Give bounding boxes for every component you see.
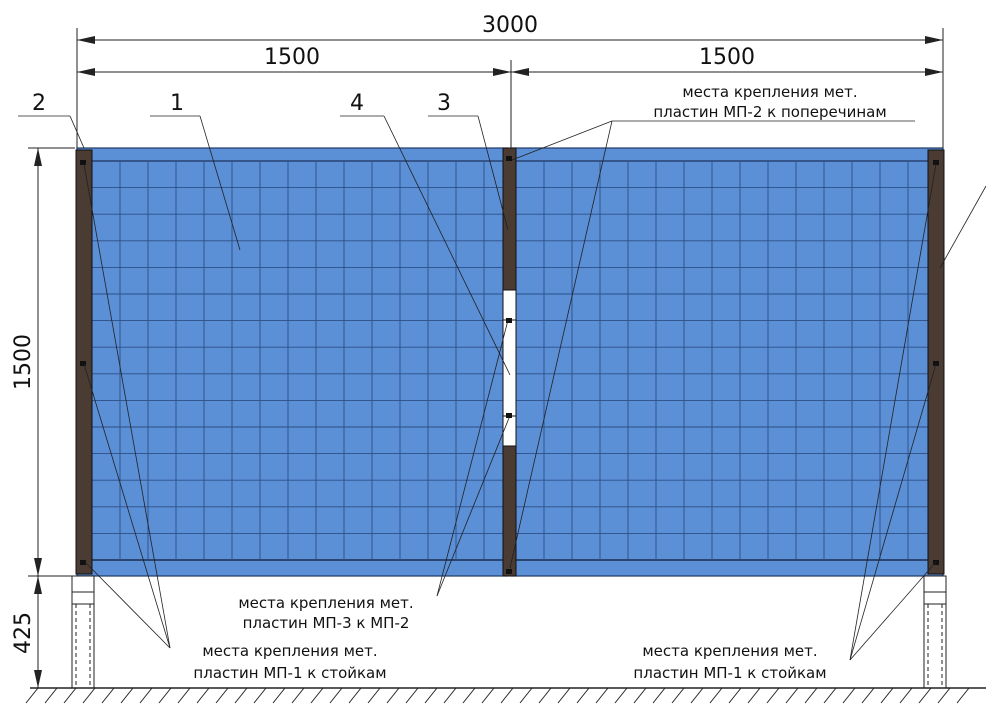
hatch-line	[158, 687, 172, 704]
hatch-line	[120, 687, 134, 704]
hatch-line	[880, 687, 894, 704]
dim-total-width: 3000	[482, 13, 538, 38]
dim-left-half: 1500	[264, 45, 320, 70]
dimension-lines	[28, 28, 944, 688]
hatch-line	[481, 687, 495, 704]
fence-panels	[76, 147, 944, 577]
hatch-line	[329, 687, 343, 704]
hatch-line	[424, 687, 438, 704]
hatch-line	[25, 687, 39, 704]
note-bottom-left-2: пластин МП-1 к стойкам	[193, 664, 386, 682]
hatch-line	[652, 687, 666, 704]
hatch-line	[177, 687, 191, 704]
hatch-line	[823, 687, 837, 704]
note-center-2: пластин МП-3 к МП-2	[243, 614, 410, 632]
center-joint-lower	[502, 445, 517, 577]
hatch-line	[671, 687, 685, 704]
hatch-line	[82, 687, 96, 704]
hatch-line	[196, 687, 210, 704]
callout-4: 4	[350, 91, 364, 116]
hatch-line	[462, 687, 476, 704]
hatch-line	[595, 687, 609, 704]
note-bottom-right-1: места крепления мет.	[642, 642, 817, 660]
ground-line	[25, 687, 986, 704]
hatch-line	[291, 687, 305, 704]
note-top-right-1: места крепления мет.	[682, 83, 857, 101]
center-joint-mid	[502, 319, 517, 417]
hatch-line	[766, 687, 780, 704]
right-mesh-panel	[510, 147, 944, 577]
dim-post-height: 425	[11, 612, 36, 654]
hatch-line	[443, 687, 457, 704]
fence-posts	[75, 147, 945, 577]
hatch-line	[234, 687, 248, 704]
hatch-line	[557, 687, 571, 704]
center-joint-gap-2	[502, 415, 517, 447]
hatch-line	[386, 687, 400, 704]
callout-2: 2	[32, 91, 46, 116]
hatch-line	[956, 687, 970, 704]
note-bottom-left-1: места крепления мет.	[202, 642, 377, 660]
hatch-line	[861, 687, 875, 704]
leader-lines	[69, 115, 986, 661]
hatch-line	[538, 687, 552, 704]
hatch-line	[139, 687, 153, 704]
hatch-line	[937, 687, 951, 704]
hatch-line	[614, 687, 628, 704]
hatch-line	[367, 687, 381, 704]
hatch-line	[633, 687, 647, 704]
hatch-line	[747, 687, 761, 704]
note-center-1: места крепления мет.	[238, 594, 413, 612]
hatch-line	[842, 687, 856, 704]
hatch-line	[405, 687, 419, 704]
hatch-line	[918, 687, 932, 704]
dim-right-half: 1500	[699, 45, 755, 70]
hatch-line	[44, 687, 58, 704]
left-mesh-panel	[76, 147, 509, 577]
hatch-line	[576, 687, 590, 704]
callout-3: 3	[437, 91, 451, 116]
hatch-line	[272, 687, 286, 704]
note-top-right-2: пластин МП-2 к поперечинам	[653, 103, 886, 121]
hatch-line	[63, 687, 77, 704]
hatch-line	[253, 687, 267, 704]
note-bottom-right-2: пластин МП-1 к стойкам	[633, 664, 826, 682]
ground-posts	[71, 575, 947, 689]
center-joint-gap-1	[502, 289, 517, 321]
hatch-line	[804, 687, 818, 704]
callout-1: 1	[170, 91, 184, 116]
hatch-line	[709, 687, 723, 704]
hatch-line	[519, 687, 533, 704]
hatch-line	[899, 687, 913, 704]
hatch-line	[500, 687, 514, 704]
hatch-line	[785, 687, 799, 704]
hatch-line	[310, 687, 324, 704]
hatch-line	[690, 687, 704, 704]
ground-hatching	[25, 687, 970, 704]
hatch-line	[215, 687, 229, 704]
hatch-line	[348, 687, 362, 704]
hatch-line	[101, 687, 115, 704]
dim-panel-height: 1500	[11, 334, 36, 390]
hatch-line	[728, 687, 742, 704]
